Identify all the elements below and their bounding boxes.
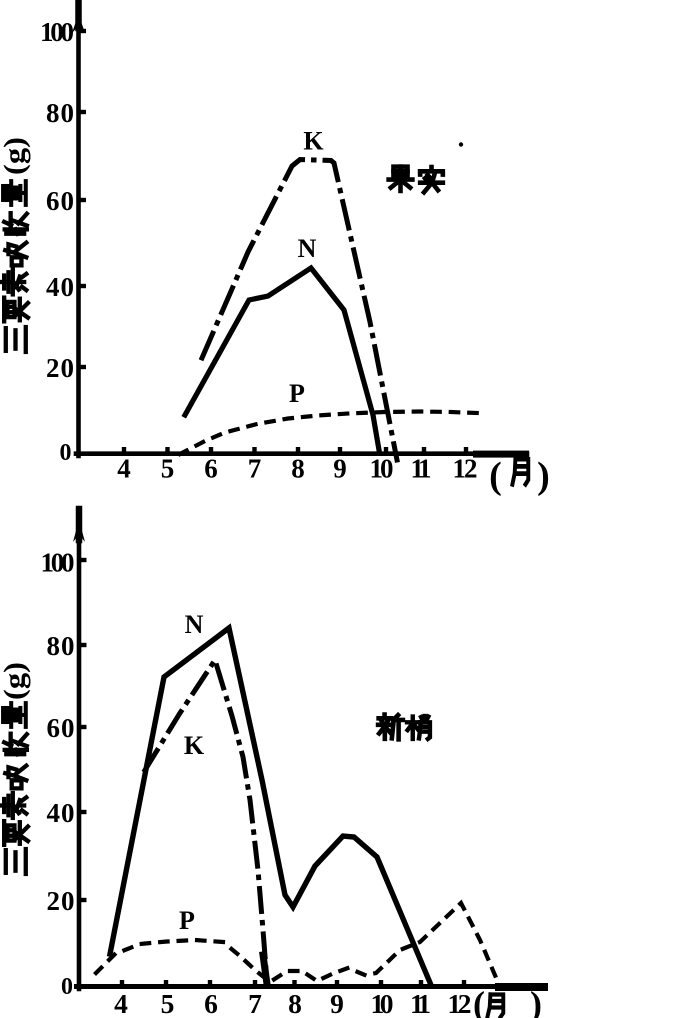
svg-text:(g): (g) bbox=[0, 137, 31, 175]
svg-text:P: P bbox=[179, 906, 195, 935]
svg-text:100: 100 bbox=[41, 547, 75, 577]
svg-text:20: 20 bbox=[47, 886, 75, 916]
svg-text:10: 10 bbox=[370, 454, 394, 484]
svg-text:100: 100 bbox=[40, 17, 74, 47]
svg-text:0: 0 bbox=[60, 440, 72, 466]
svg-text:40: 40 bbox=[46, 272, 74, 302]
svg-text:0: 0 bbox=[61, 974, 73, 1000]
svg-text:5: 5 bbox=[161, 988, 175, 1018]
svg-text:K: K bbox=[184, 731, 205, 760]
svg-text:60: 60 bbox=[46, 186, 74, 216]
svg-text:80: 80 bbox=[46, 98, 74, 128]
svg-text:P: P bbox=[289, 379, 305, 408]
svg-text:4: 4 bbox=[114, 988, 128, 1018]
svg-text:K: K bbox=[303, 127, 324, 156]
svg-text:(: ( bbox=[489, 455, 502, 497]
svg-text:12: 12 bbox=[453, 454, 478, 484]
svg-text:40: 40 bbox=[47, 798, 75, 828]
svg-text:6: 6 bbox=[204, 454, 218, 484]
svg-text:5: 5 bbox=[161, 454, 175, 484]
svg-text:11: 11 bbox=[410, 988, 431, 1018]
svg-text:N: N bbox=[298, 234, 317, 263]
svg-text:8: 8 bbox=[288, 988, 302, 1018]
svg-text:9: 9 bbox=[330, 988, 344, 1018]
svg-text:12: 12 bbox=[448, 988, 472, 1018]
svg-text:4: 4 bbox=[117, 454, 131, 484]
svg-text:7: 7 bbox=[248, 454, 262, 484]
svg-text:60: 60 bbox=[47, 713, 75, 743]
svg-text:7: 7 bbox=[248, 988, 262, 1018]
svg-text:6: 6 bbox=[204, 988, 218, 1018]
svg-text:80: 80 bbox=[47, 631, 75, 661]
svg-text:20: 20 bbox=[46, 353, 74, 383]
svg-text:10: 10 bbox=[371, 988, 394, 1018]
svg-text:11: 11 bbox=[411, 454, 432, 484]
svg-text:N: N bbox=[185, 610, 204, 639]
svg-text:(: ( bbox=[473, 984, 485, 1018]
svg-text:8: 8 bbox=[291, 454, 305, 484]
svg-text:): ) bbox=[537, 455, 550, 497]
svg-text:): ) bbox=[530, 984, 542, 1018]
svg-text:(g): (g) bbox=[0, 662, 31, 700]
svg-text:9: 9 bbox=[333, 454, 347, 484]
